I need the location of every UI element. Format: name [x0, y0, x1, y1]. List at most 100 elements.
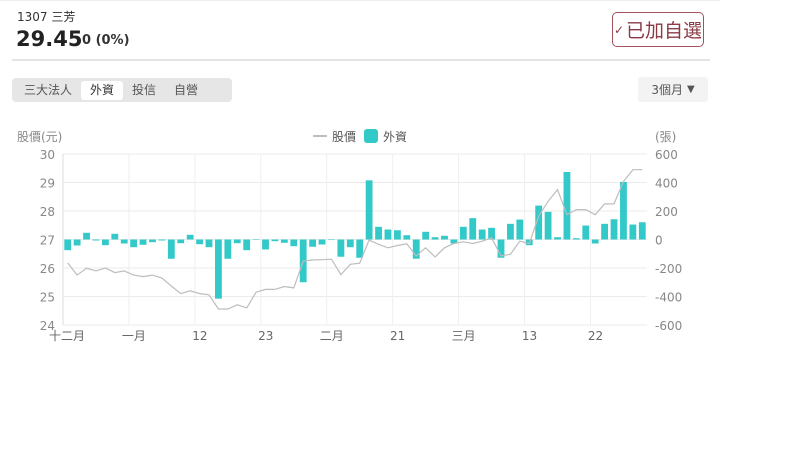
right-tick-label: -400	[655, 291, 682, 305]
divider	[12, 59, 710, 61]
foreign-bar	[450, 239, 458, 244]
foreign-bar	[497, 239, 505, 258]
foreign-bar	[346, 239, 354, 248]
left-axis-label: 股價(元)	[17, 130, 62, 144]
foreign-bar	[186, 234, 194, 240]
x-tick-label: 21	[390, 329, 405, 343]
foreign-bar	[83, 232, 90, 240]
left-tick-label: 25	[40, 291, 55, 305]
foreign-bar	[309, 239, 317, 247]
x-tick-label: 13	[522, 329, 537, 343]
foreign-bar	[101, 239, 109, 246]
foreign-bar	[535, 205, 543, 240]
foreign-bar	[73, 239, 81, 246]
legend-price-label[interactable]: 股價	[332, 130, 356, 144]
foreign-bar	[412, 239, 420, 259]
foreign-bar	[205, 239, 213, 248]
foreign-bar	[356, 239, 364, 258]
watchlist-label: 已加自選	[626, 20, 703, 42]
foreign-bar	[337, 239, 345, 257]
foreign-bar	[629, 224, 637, 240]
foreign-bar	[120, 239, 128, 244]
price-line	[67, 169, 643, 310]
tab-foreign[interactable]: 外資	[81, 80, 124, 100]
left-tick-label: 24	[40, 319, 55, 333]
tab-investment-trust[interactable]: 投信	[132, 82, 157, 97]
foreign-bar	[365, 180, 373, 240]
foreign-bar	[620, 181, 627, 240]
foreign-bar	[554, 237, 561, 240]
foreign-bar	[167, 239, 175, 259]
x-tick-label: 十二月	[49, 329, 85, 343]
x-tick-label: 23	[258, 329, 273, 343]
foreign-bar	[243, 239, 251, 251]
foreign-bar	[384, 229, 392, 240]
foreign-bar	[252, 239, 260, 240]
triangle-down-icon: ▼	[686, 84, 695, 95]
foreign-bar	[478, 229, 486, 240]
foreign-bar	[375, 226, 382, 240]
left-tick-label: 28	[40, 205, 55, 219]
foreign-bar	[431, 237, 439, 240]
range-value: 3個月	[651, 83, 683, 97]
legend-foreign-label[interactable]: 外資	[383, 130, 407, 144]
stock-symbol: 1307 三芳	[17, 10, 76, 24]
right-tick-label: -600	[655, 319, 682, 333]
foreign-bar	[290, 239, 298, 247]
foreign-bar	[441, 235, 448, 240]
foreign-bar	[92, 239, 100, 241]
foreign-bar	[459, 226, 467, 240]
foreign-bar	[544, 211, 552, 240]
foreign-bar	[224, 239, 232, 259]
x-tick-label: 22	[588, 329, 603, 343]
foreign-bar	[563, 171, 571, 240]
top-border	[0, 0, 720, 1]
foreign-bar	[422, 231, 430, 240]
foreign-bar	[469, 218, 477, 240]
foreign-bar	[158, 239, 166, 241]
watchlist-button[interactable]: ✓ 已加自選	[612, 12, 704, 47]
foreign-bar	[280, 239, 288, 243]
right-axis-label: (張)	[655, 130, 676, 144]
foreign-bar	[262, 239, 269, 250]
foreign-bar	[139, 239, 147, 245]
left-tick-label: 27	[40, 234, 55, 248]
x-tick-label: 三月	[452, 329, 476, 343]
right-tick-label: 0	[655, 234, 663, 248]
foreign-bar	[233, 239, 241, 244]
foreign-bar	[582, 225, 590, 240]
legend-foreign-swatch	[364, 129, 378, 143]
foreign-bar	[328, 239, 335, 240]
left-tick-label: 30	[40, 148, 55, 162]
foreign-bar	[507, 223, 514, 240]
right-tick-label: -200	[655, 262, 682, 276]
foreign-bar	[488, 227, 495, 240]
x-tick-label: 12	[192, 329, 207, 343]
foreign-bar	[196, 239, 203, 245]
right-tick-label: 400	[655, 177, 678, 191]
foreign-bar	[215, 239, 222, 299]
foreign-bar	[271, 239, 279, 242]
tab-institutional[interactable]: 三大法人	[24, 82, 73, 97]
price-change: 0 (0%)	[82, 33, 130, 48]
range-select[interactable]: 3個月 ▼	[638, 77, 708, 102]
right-tick-label: 200	[655, 205, 678, 219]
foreign-bar	[601, 223, 609, 240]
x-tick-label: 一月	[122, 329, 146, 343]
foreign-bar	[111, 233, 119, 240]
foreign-bar	[591, 239, 599, 244]
left-tick-label: 29	[40, 177, 55, 191]
check-icon: ✓	[613, 22, 625, 37]
x-tick-label: 二月	[320, 329, 344, 343]
tab-dealer[interactable]: 自營	[174, 82, 199, 97]
investor-tabs: 三大法人 外資 投信 自營	[12, 78, 232, 102]
foreign-bar	[516, 219, 524, 240]
foreign-bar	[393, 230, 401, 240]
right-tick-label: 600	[655, 148, 678, 162]
left-tick-label: 26	[40, 262, 55, 276]
foreign-bar	[318, 239, 326, 245]
stock-price: 29.45	[16, 27, 83, 51]
foreign-bar	[403, 235, 411, 240]
foreign-bar	[130, 239, 138, 248]
